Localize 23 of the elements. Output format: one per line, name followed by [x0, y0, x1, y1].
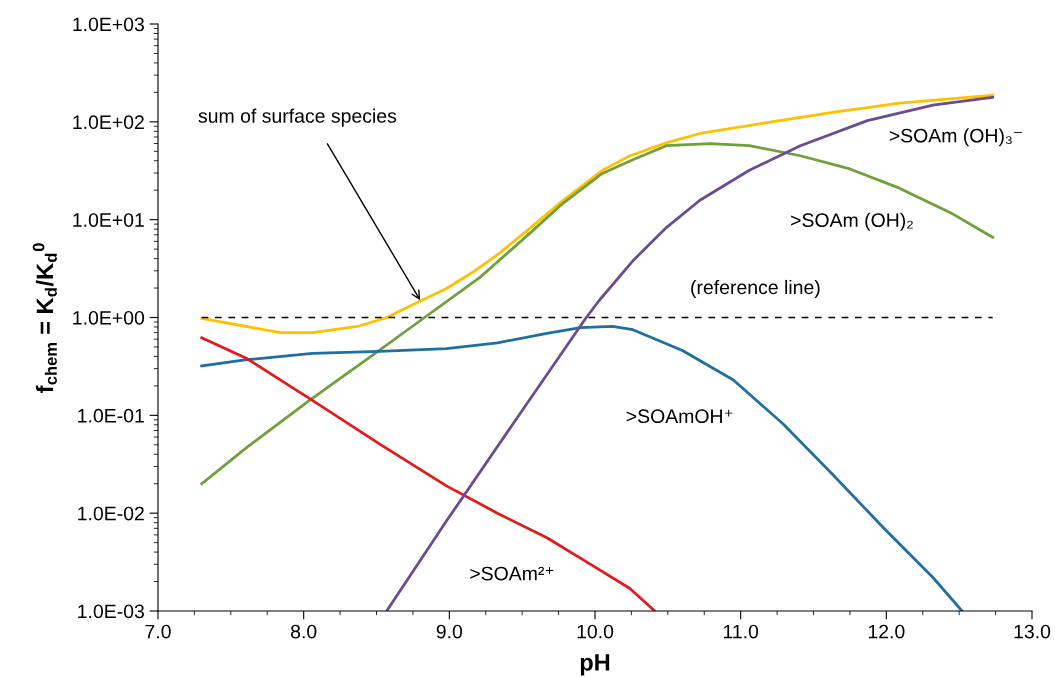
y-tick-label: 1.0E+00 — [73, 310, 145, 325]
x-tick-label: 12.0 — [868, 624, 905, 639]
y-tick-label: 1.0E-02 — [78, 506, 144, 521]
y-tick-label: 1.0E+03 — [73, 17, 144, 32]
x-tick-label: 8.0 — [291, 624, 317, 639]
x-axis-title: pH — [580, 654, 610, 676]
x-tick-label: 7.0 — [145, 624, 171, 639]
y-tick-label: 1.0E-01 — [78, 408, 144, 423]
x-tick-label: 10.0 — [577, 624, 614, 639]
annotation: >SOAm²⁺ — [470, 566, 554, 581]
x-tick-label: 11.0 — [723, 624, 759, 639]
annotation: sum of surface species — [198, 108, 397, 127]
y-axis-title: f$_{chem}$ = K$_{d}$/K$_{d}$$^{0}$ — [32, 243, 57, 393]
x-tick-label: 9.0 — [436, 624, 463, 639]
ref-line-label: (reference line) — [691, 279, 820, 299]
annotation: >SOAm (OH)₂ — [791, 212, 913, 231]
y-tick-label: 1.0E+01 — [73, 213, 144, 227]
y-tick-label: 1.0E-03 — [78, 604, 144, 619]
annotation: >SOAmOH⁺ — [626, 409, 733, 424]
x-tick-label: 13.0 — [1014, 624, 1051, 639]
line-series — [200, 325, 964, 611]
y-tick-label: 1.0E+02 — [73, 115, 144, 130]
annotation: >SOAm (OH)₃⁻ — [889, 128, 1022, 147]
